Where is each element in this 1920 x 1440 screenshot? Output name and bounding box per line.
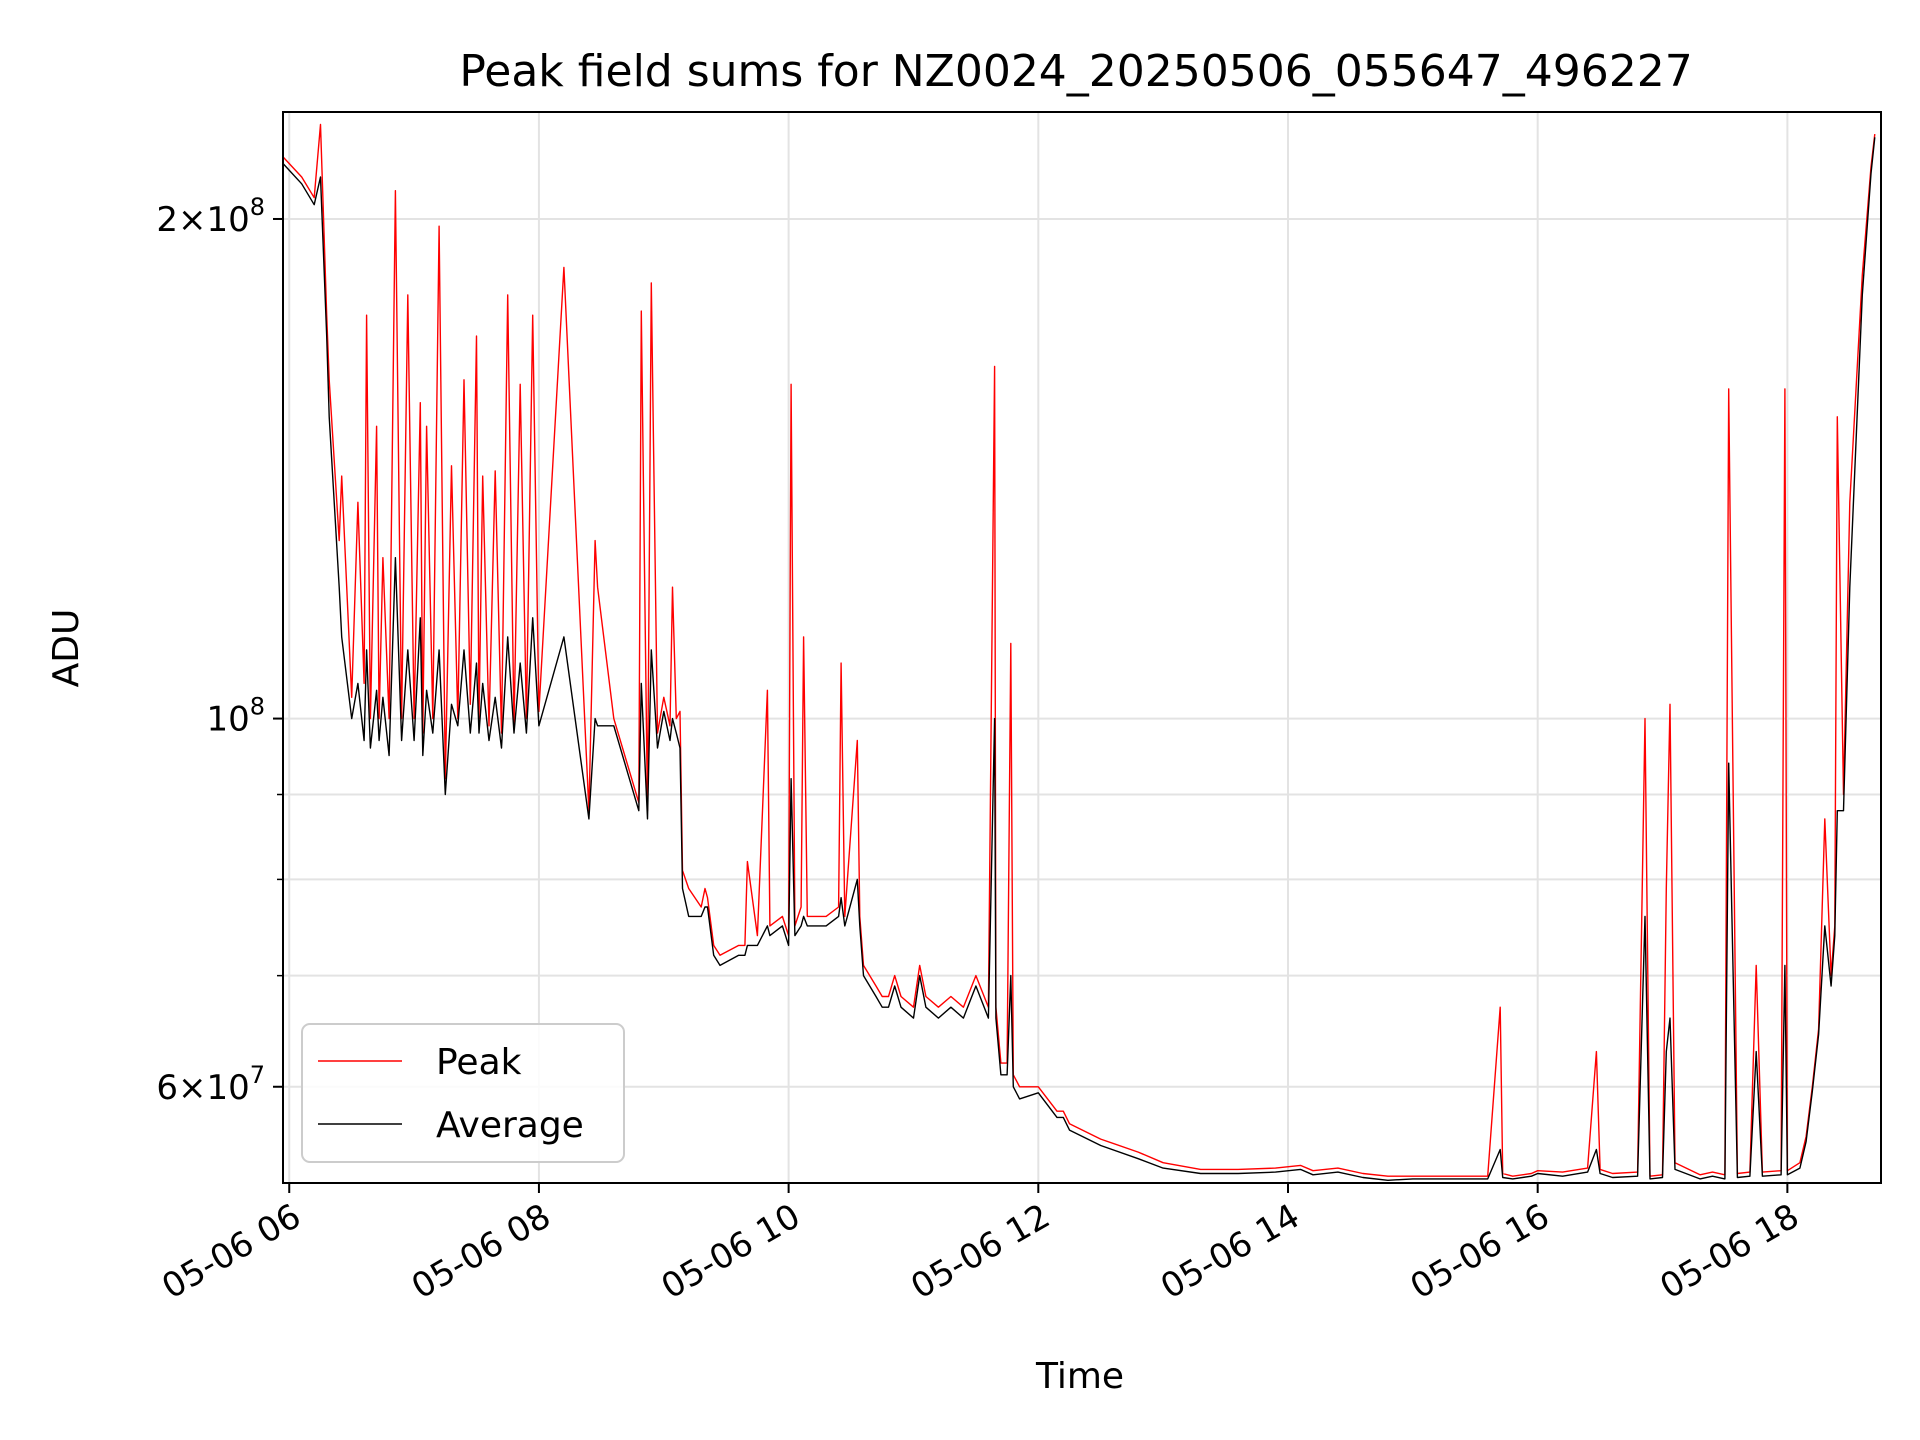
legend-label-peak: Peak <box>436 1042 522 1083</box>
legend-label-average: Average <box>436 1105 584 1146</box>
series-layer <box>282 123 1876 1182</box>
y-tick-label: 6×107 <box>156 1061 265 1108</box>
legend: Peak Average <box>301 1023 625 1163</box>
y-tick-label: 108 <box>206 693 265 740</box>
legend-box <box>301 1023 625 1163</box>
series-line-average <box>282 137 1876 1182</box>
chart-title: Peak field sums for NZ0024_20250506_0556… <box>459 46 1692 97</box>
series-line-peak <box>282 123 1876 1177</box>
plot-frame <box>282 111 1882 1184</box>
y-axis: 6×107 108 2×108 <box>156 193 283 1108</box>
y-tick-label: 2×108 <box>156 193 265 240</box>
y-axis-label: ADU <box>46 609 87 688</box>
x-axis-label: Time <box>1035 1356 1124 1397</box>
